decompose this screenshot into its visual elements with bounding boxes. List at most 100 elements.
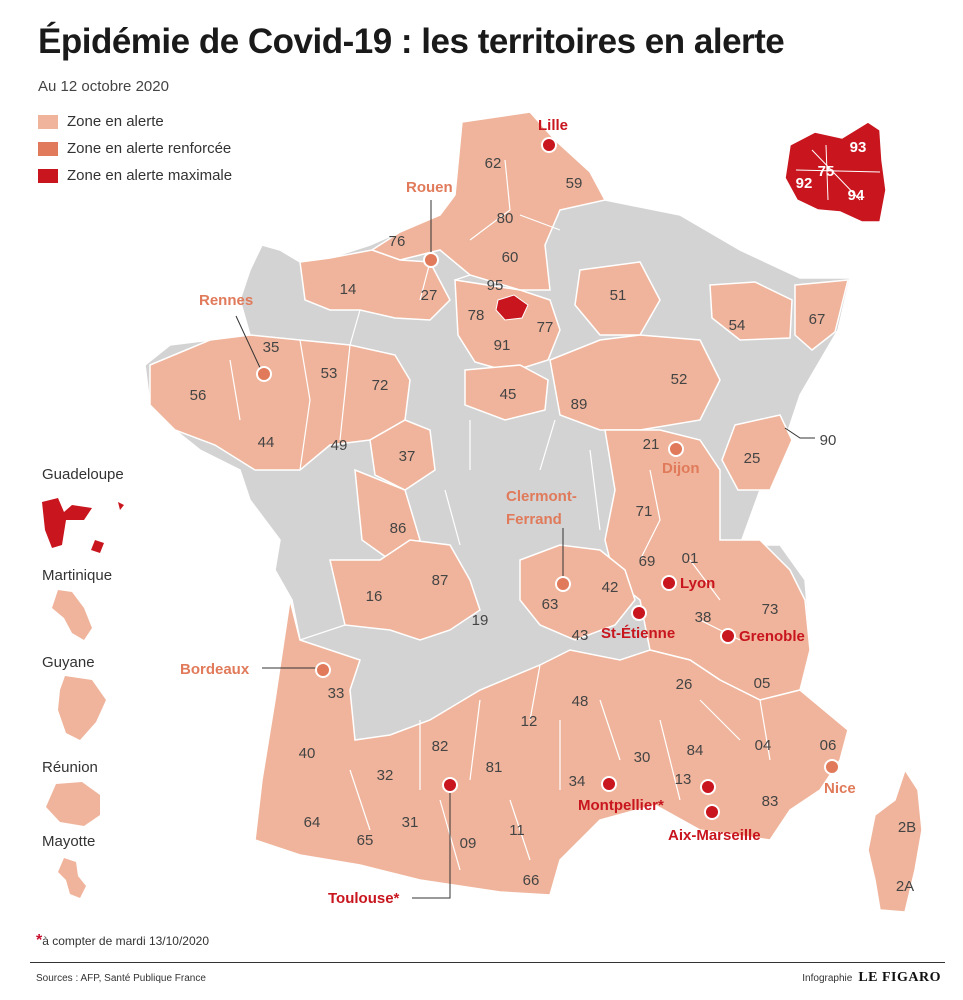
footnote: *à compter de mardi 13/10/2020: [36, 932, 209, 950]
inset-code-93: 93: [850, 139, 867, 156]
city-labels: Lille Rouen Rennes Dijon Clermont- Ferra…: [180, 117, 856, 907]
svg-text:14: 14: [340, 281, 357, 298]
reunion-shape: [46, 782, 100, 826]
footer-divider: [30, 962, 945, 963]
city-dot-st-etienne: [631, 605, 647, 621]
legend-swatch-maximale: [38, 168, 58, 183]
svg-text:2B: 2B: [898, 819, 916, 836]
credit: Infographie LE FIGARO: [802, 970, 941, 986]
city-label-clermont-1: Clermont-: [506, 488, 577, 505]
svg-text:26: 26: [676, 676, 693, 693]
svg-text:63: 63: [542, 596, 559, 613]
zone-aquitaine: [254, 599, 849, 896]
legend-label: Zone en alerte maximale: [67, 167, 233, 184]
svg-text:06: 06: [820, 737, 837, 754]
svg-text:69: 69: [639, 553, 656, 570]
svg-text:73: 73: [762, 601, 779, 618]
brand-logo: LE FIGARO: [858, 970, 941, 985]
credit-label: Infographie: [802, 973, 853, 984]
inset-code-75: 75: [818, 163, 835, 180]
city-dot-aix: [704, 804, 720, 820]
svg-text:2A: 2A: [896, 878, 914, 895]
svg-text:66: 66: [523, 872, 540, 889]
guyane-shape: [58, 676, 106, 740]
svg-text:12: 12: [521, 713, 538, 730]
paris-inset: 93 75 92 94: [784, 121, 887, 223]
svg-text:67: 67: [809, 311, 826, 328]
svg-text:59: 59: [566, 175, 583, 192]
inset-code-92: 92: [796, 175, 813, 192]
svg-text:43: 43: [572, 627, 589, 644]
svg-text:90: 90: [820, 432, 837, 449]
city-dot-grenoble: [720, 628, 736, 644]
svg-text:60: 60: [502, 249, 519, 266]
footnote-mark: *: [36, 932, 43, 949]
svg-text:76: 76: [389, 233, 406, 250]
zone-auvergne: [519, 544, 636, 641]
svg-text:72: 72: [372, 377, 389, 394]
svg-text:84: 84: [687, 742, 704, 759]
svg-text:71: 71: [636, 503, 653, 520]
svg-text:44: 44: [258, 434, 275, 451]
svg-text:32: 32: [377, 767, 394, 784]
svg-text:53: 53: [321, 365, 338, 382]
city-dot-lyon: [661, 575, 677, 591]
svg-text:77: 77: [537, 319, 554, 336]
city-dot-marseille: [700, 779, 716, 795]
svg-text:01: 01: [682, 550, 699, 567]
city-markers: [256, 137, 840, 820]
alert-zones: [149, 111, 923, 913]
legend-item-alerte: Zone en alerte: [38, 108, 232, 135]
date-subtitle: Au 12 octobre 2020: [38, 78, 169, 95]
zone-ile-de-france: [454, 279, 561, 373]
city-label-rennes: Rennes: [199, 292, 253, 309]
svg-text:48: 48: [572, 693, 589, 710]
svg-text:65: 65: [357, 832, 374, 849]
city-dot-rennes: [256, 366, 272, 382]
city-label-nice: Nice: [824, 780, 856, 797]
zone-loiret: [464, 364, 549, 421]
zone-paris-core: [495, 294, 529, 321]
zone-lorraine: [709, 281, 793, 341]
city-label-toulouse: Toulouse*: [328, 890, 400, 907]
zone-indre-et-loire: [369, 419, 436, 491]
legend-swatch-renforcee: [38, 141, 58, 156]
svg-text:40: 40: [299, 745, 316, 762]
legend-label: Zone en alerte: [67, 113, 164, 130]
svg-text:21: 21: [643, 436, 660, 453]
city-label-rouen: Rouen: [406, 179, 453, 196]
svg-text:16: 16: [366, 588, 383, 605]
svg-text:82: 82: [432, 738, 449, 755]
paris-inset-shape: [784, 121, 887, 223]
city-label-lyon: Lyon: [680, 575, 715, 592]
svg-text:52: 52: [671, 371, 688, 388]
zone-corse: [867, 768, 923, 913]
svg-text:33: 33: [328, 685, 345, 702]
svg-text:80: 80: [497, 210, 514, 227]
svg-text:31: 31: [402, 814, 419, 831]
svg-text:09: 09: [460, 835, 477, 852]
svg-text:04: 04: [755, 737, 772, 754]
legend-item-maximale: Zone en alerte maximale: [38, 162, 232, 189]
department-borders: [229, 159, 771, 871]
svg-text:83: 83: [762, 793, 779, 810]
city-dot-nice: [824, 759, 840, 775]
svg-text:45: 45: [500, 386, 517, 403]
page-title: Épidémie de Covid-19 : les territoires e…: [38, 22, 785, 61]
overseas-label-reunion: Réunion: [42, 759, 98, 776]
city-dot-rouen: [423, 252, 439, 268]
city-label-lille: Lille: [538, 117, 568, 134]
svg-text:91: 91: [494, 337, 511, 354]
legend-swatch-alerte: [38, 114, 58, 129]
svg-text:78: 78: [468, 307, 485, 324]
svg-text:62: 62: [485, 155, 502, 172]
city-dot-dijon: [668, 441, 684, 457]
overseas-label-martinique: Martinique: [42, 567, 112, 584]
svg-text:19: 19: [472, 612, 489, 629]
svg-text:35: 35: [263, 339, 280, 356]
overseas-label-guyane: Guyane: [42, 654, 95, 671]
overseas-label-guadeloupe: Guadeloupe: [42, 466, 124, 483]
legend: Zone en alerte Zone en alerte renforcée …: [38, 108, 232, 189]
footnote-text: à compter de mardi 13/10/2020: [42, 934, 210, 948]
city-label-bordeaux: Bordeaux: [180, 661, 250, 678]
